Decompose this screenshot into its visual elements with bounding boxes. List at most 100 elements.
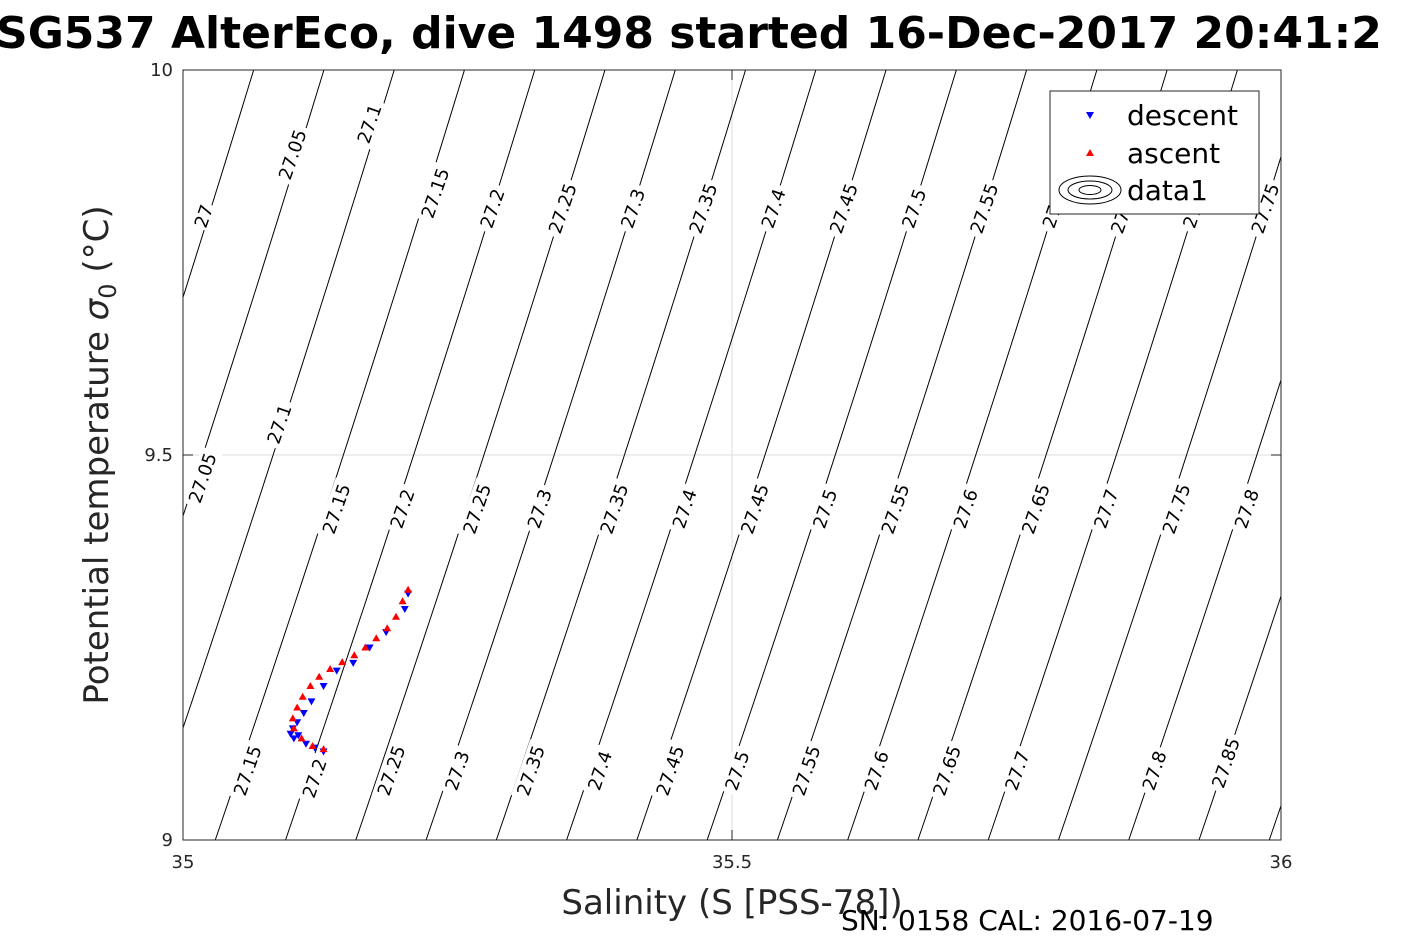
isopycnal-27.8: [1128, 378, 1281, 840]
y-axis-label-subscript: 0: [94, 283, 122, 298]
contour-label-bg: [875, 477, 916, 541]
contour-label-bg: [296, 752, 334, 805]
y-axis-label: Potential temperature σ0 (°C): [77, 205, 122, 704]
x-tick-label: 36: [1270, 852, 1293, 873]
isopycnal-27.5: [706, 70, 957, 840]
descent-point: [365, 644, 374, 652]
descent-point: [286, 730, 295, 738]
ascent-point: [338, 658, 347, 666]
isopycnal-27.55: [776, 70, 1028, 840]
legend-descent-marker: [1086, 112, 1094, 119]
contour-label-bg: [594, 477, 635, 541]
isopycnal-27.3: [425, 70, 676, 840]
x-tick-label: 35.5: [712, 852, 752, 873]
ascent-point: [297, 734, 306, 742]
contour-label-bg: [371, 739, 412, 803]
ascent-series: [288, 585, 413, 753]
contour-label-bg: [542, 177, 583, 241]
contour-label-bg: [858, 744, 896, 797]
ascent-point: [319, 745, 328, 753]
ascent-point: [404, 585, 413, 593]
contour-label-bg: [384, 482, 421, 536]
contour-label-bg: [189, 200, 219, 233]
contour-label-bg: [1088, 482, 1125, 536]
ascent-point: [289, 724, 298, 732]
contour-label-bg: [415, 161, 456, 225]
contour-label-bg: [719, 744, 756, 797]
contour-label-bg: [786, 739, 827, 803]
legend-ascent-label: ascent: [1127, 137, 1220, 170]
contour-label-bg: [823, 177, 865, 241]
x-axis-label: Salinity (S [PSS-78]): [561, 883, 902, 923]
legend: descent ascent data1: [1049, 90, 1260, 215]
contour-label-bg: [683, 177, 724, 241]
contour-label-bg: [439, 744, 476, 797]
contour-label-bg: [227, 739, 268, 803]
contour-label-bg: [182, 446, 223, 510]
ascent-point: [350, 651, 359, 659]
descent-point: [332, 667, 341, 675]
descent-point: [349, 659, 358, 667]
isopycnal-27: [183, 70, 255, 300]
contour-label-bg: [261, 397, 298, 451]
contour-label-bg: [735, 477, 776, 541]
descent-point: [319, 683, 328, 690]
isopycnal-27.75: [1057, 155, 1281, 840]
y-tick-label: 9.5: [144, 445, 173, 466]
contour-label: 27.5: [719, 744, 756, 797]
contour-label-bg: [896, 182, 933, 235]
y-axis-label-symbol: σ: [77, 297, 117, 320]
ascent-point: [315, 672, 324, 680]
contour-label-bg: [807, 482, 844, 536]
isopycnal-27.25: [355, 70, 606, 840]
ascent-point: [288, 714, 297, 722]
contour-label-bg: [511, 739, 552, 803]
ascent-point: [298, 692, 307, 700]
contour-label-bg: [1136, 744, 1173, 797]
contour-label-bg: [272, 123, 313, 187]
ascent-point: [361, 643, 370, 651]
ascent-point: [306, 682, 315, 689]
contour-label-bg: [316, 477, 357, 541]
isopycnal-27.1: [183, 70, 395, 730]
contour-label-bg: [521, 482, 559, 536]
x-tick-label: 35: [172, 852, 195, 873]
contour-label-bg: [474, 182, 511, 235]
contour-label-bg: [1206, 731, 1247, 795]
serial-calibration-note: SN: 0158 CAL: 2016-07-19: [841, 904, 1214, 937]
isopycnal-27.45: [636, 70, 887, 840]
y-tick-label: 10: [150, 60, 173, 81]
legend-ascent-marker: [1086, 149, 1094, 156]
isopycnal-27.2: [285, 70, 536, 840]
contour-label-bg: [999, 744, 1036, 797]
descent-point: [289, 735, 298, 743]
contour-label: 27.8: [1228, 482, 1266, 536]
ascent-point: [308, 742, 317, 750]
y-axis-label-text: Potential temperature: [77, 320, 117, 704]
legend-descent-label: descent: [1127, 99, 1238, 132]
y-tick-label: 9: [162, 830, 173, 851]
contour-label-bg: [581, 744, 619, 797]
legend-contour-icon: [1058, 175, 1122, 205]
isopycnal-27.4: [566, 70, 817, 840]
contour-label-bg: [1156, 477, 1197, 541]
contour-label-bg: [755, 182, 792, 235]
ascent-point: [293, 703, 302, 711]
contour-label-bg: [650, 739, 691, 803]
legend-data1-label: data1: [1127, 174, 1208, 207]
axis-ticks: 35 35.5 36 9 9.5 10: [144, 60, 1292, 873]
contour-label-bg: [666, 482, 704, 536]
contour-label-bg: [964, 177, 1005, 241]
chart-title: SG537 AlterEco, dive 1498 started 16-Dec…: [0, 8, 1382, 59]
descent-point: [299, 709, 308, 717]
contour-label-bg: [1245, 177, 1286, 241]
isopycnal-27.35: [495, 70, 747, 840]
contour-label-bg: [1228, 482, 1266, 536]
contour-label-bg: [457, 477, 498, 541]
ascent-point: [392, 612, 401, 620]
contour-label-bg: [1016, 477, 1057, 541]
descent-point: [307, 698, 316, 706]
contour-label-bg: [947, 482, 985, 536]
grid: [183, 70, 1281, 840]
